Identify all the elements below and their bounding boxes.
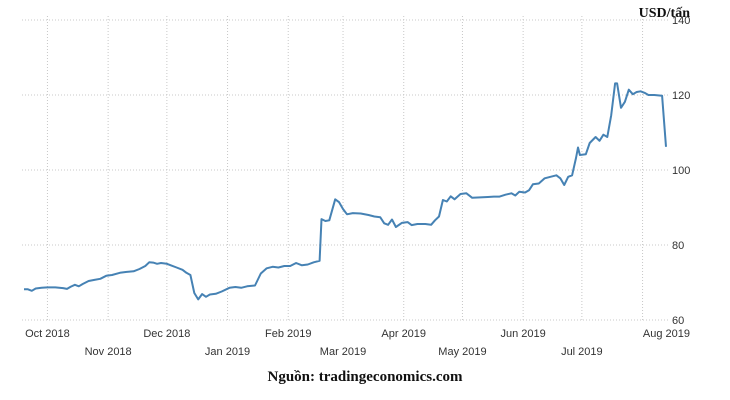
x-tick-label: Mar 2019 (320, 346, 366, 358)
grid-lines (22, 16, 668, 321)
x-tick-label: Jan 2019 (205, 346, 250, 358)
series-layer (24, 82, 667, 301)
x-tick-label: Dec 2018 (143, 328, 190, 340)
unit-label: USD/tấn (639, 6, 691, 21)
x-tick-label: May 2019 (438, 346, 486, 358)
x-tick-label: Oct 2018 (25, 328, 70, 340)
y-tick-label: 140 (672, 15, 690, 27)
x-tick-label: Aug 2019 (643, 328, 690, 340)
y-tick-label: 80 (672, 240, 684, 252)
y-tick-label: 100 (672, 165, 690, 177)
x-tick-label: Jul 2019 (561, 346, 603, 358)
y-axis: 60 80 100 120 140 (672, 15, 690, 327)
series-line (24, 82, 667, 301)
x-tick-label: Nov 2018 (85, 346, 132, 358)
x-tick-label: Feb 2019 (265, 328, 311, 340)
x-tick-label: Apr 2019 (381, 328, 426, 340)
x-axis: Oct 2018 Nov 2018 Dec 2018 Jan 2019 Feb 2019… (25, 328, 690, 358)
source-caption: Nguồn: tradingeconomics.com (267, 369, 463, 385)
y-tick-label: 60 (672, 315, 684, 327)
x-tick-label: Jun 2019 (501, 328, 546, 340)
y-tick-label: 120 (672, 90, 690, 102)
